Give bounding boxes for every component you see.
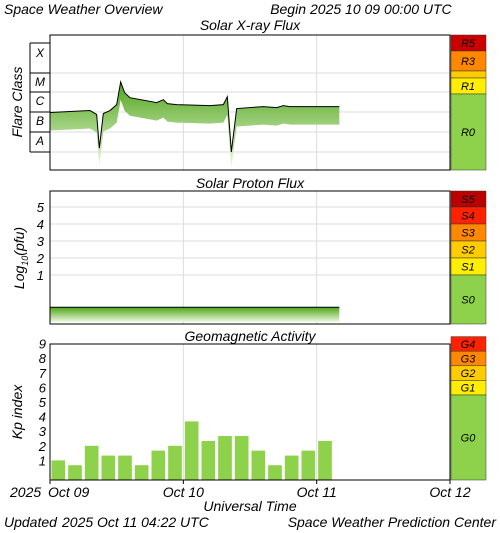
kp-bar	[301, 450, 316, 480]
xray-ylabel: Flare Class	[9, 67, 25, 138]
kp-bar	[68, 465, 82, 480]
kp-bar	[151, 450, 166, 480]
kp-bar	[268, 465, 282, 480]
updated-time: 2025 Oct 11 04:22 UTC	[61, 514, 210, 530]
xray-title: Solar X-ray Flux	[200, 17, 301, 33]
class-label-m: M	[35, 75, 45, 89]
proton-grid	[50, 191, 450, 324]
kp-title: Geomagnetic Activity	[185, 328, 317, 344]
r-scale-r0: R0	[461, 127, 476, 139]
kp-bar	[218, 436, 232, 480]
kp-tick-9: 9	[39, 337, 46, 352]
kp-tick-3: 3	[39, 424, 47, 439]
kp-bar	[101, 455, 116, 480]
proton-scale-s2: S2	[461, 245, 474, 257]
credit-label: Space Weather Prediction Center	[288, 514, 498, 530]
proton-scale-band	[450, 274, 487, 325]
proton-flux-panel: Solar Proton Flux 1 2 3 4 5 S5 S4 S3 S2 S1 S0 Log…	[11, 175, 487, 325]
r-scale-r5: R5	[461, 38, 476, 50]
r-scale-r1: R1	[461, 81, 475, 93]
xray-flux-line	[49, 79, 340, 153]
proton-tick-4: 4	[37, 217, 44, 232]
kp-bar	[234, 436, 249, 480]
kp-tick-2: 2	[38, 439, 47, 454]
proton-tick-3: 3	[37, 234, 45, 249]
r-scale-r3: R3	[461, 56, 476, 68]
kp-tick-6: 6	[39, 380, 47, 395]
xaxis-tick-1: Oct 10	[163, 484, 204, 500]
kp-scale-g4: G4	[461, 339, 476, 351]
class-label-x: X	[35, 46, 45, 60]
xray-r-scale: R5 R3 R1 R0	[450, 34, 487, 171]
kp-tick-5: 5	[39, 395, 47, 410]
kp-scale-g3: G3	[461, 354, 477, 366]
xaxis-tick-0: Oct 09	[48, 484, 89, 500]
time-axis: 2025 Oct 09 Oct 10 Oct 11 Oct 12	[9, 480, 471, 500]
proton-tick-5: 5	[37, 200, 45, 215]
proton-title: Solar Proton Flux	[196, 175, 305, 191]
proton-scale-s5: S5	[461, 194, 475, 206]
kp-bar	[84, 445, 99, 480]
figure-title: Space Weather Overview	[4, 1, 163, 17]
kp-bar	[118, 455, 132, 480]
class-label-b: B	[36, 114, 44, 128]
proton-y-ticks: 1 2 3 4 5	[36, 200, 45, 283]
proton-scale-s3: S3	[461, 228, 475, 240]
xaxis-tick-3: Oct 12	[429, 484, 470, 500]
kp-bar	[184, 421, 199, 480]
class-label-c: C	[36, 94, 45, 108]
class-label-a: A	[35, 134, 44, 148]
kp-bar	[318, 440, 332, 480]
kp-g-scale: G5G4G3G2G1G0	[450, 335, 487, 481]
proton-tick-1: 1	[37, 268, 44, 283]
kp-grid	[182, 344, 318, 480]
r-scale-band	[450, 93, 487, 171]
kp-scale-g0: G0	[461, 433, 477, 445]
proton-scale-s4: S4	[461, 211, 474, 223]
proton-tick-2: 2	[36, 251, 45, 266]
xray-grid	[182, 35, 318, 170]
kp-bar	[251, 450, 266, 480]
proton-flux-area	[50, 306, 340, 322]
proton-flux-fill	[50, 307, 340, 322]
kp-tick-8: 8	[39, 351, 47, 366]
proton-scale-s1: S1	[461, 262, 474, 274]
xaxis-tick-2: Oct 11	[297, 484, 337, 500]
xray-flux-area	[49, 79, 340, 168]
proton-scale-s0: S0	[461, 295, 475, 307]
xaxis-year: 2025	[9, 484, 41, 500]
kp-scale-g1: G1	[461, 383, 476, 395]
kp-tick-7: 7	[39, 366, 47, 381]
proton-plot-frame	[49, 190, 451, 325]
kp-scale-g2: G2	[461, 368, 476, 380]
kp-tick-1: 1	[39, 453, 46, 468]
kp-scale-band	[450, 394, 487, 481]
kp-ylabel: Kp index	[9, 384, 25, 439]
proton-ylabel: Log10(pfu)	[11, 227, 30, 289]
r-scale-band	[450, 70, 487, 79]
kp-tick-4: 4	[39, 410, 46, 425]
proton-s-scale: S5 S4 S3 S2 S1 S0	[450, 190, 487, 325]
kp-plot-frame	[49, 343, 451, 481]
xaxis-label: Universal Time	[203, 498, 296, 514]
kp-bar	[168, 445, 182, 480]
kp-bar	[51, 460, 66, 480]
begin-label: Begin	[270, 1, 306, 17]
xray-flux-fill	[50, 81, 340, 168]
kp-bars	[51, 421, 332, 480]
xray-plot-frame	[49, 34, 451, 171]
updated-label: Updated	[4, 514, 58, 530]
kp-bar	[134, 465, 149, 480]
kp-bar	[201, 440, 216, 480]
kp-bar	[284, 455, 299, 480]
begin-time: 2025 10 09 00:00 UTC	[309, 1, 453, 17]
